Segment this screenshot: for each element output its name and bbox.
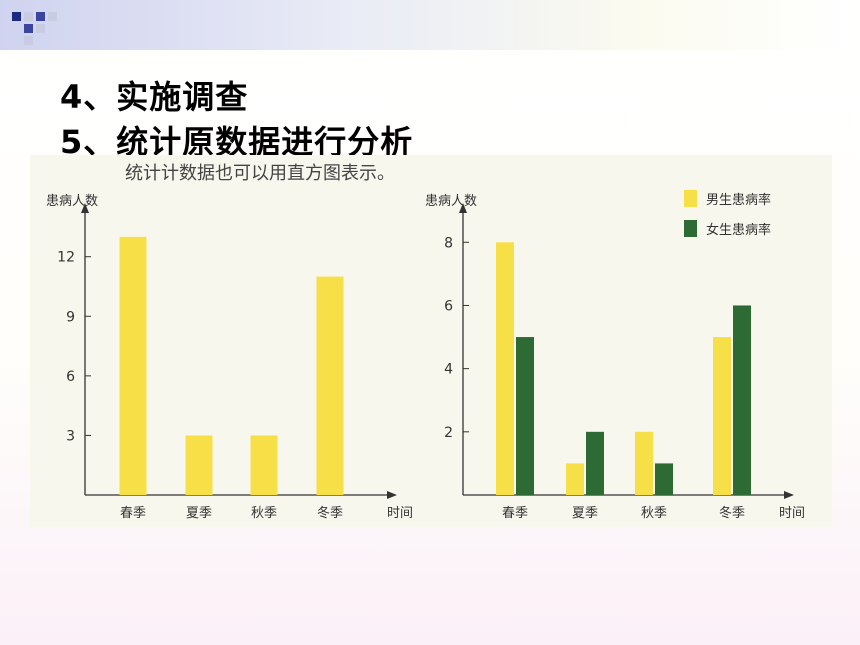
figure-histograms: 统计计数据也可以用直方图表示。 患病人数 时间 3 6 9 12 春季 夏季 秋季 冬季 患病人数时… <box>30 155 832 527</box>
bar <box>250 435 278 495</box>
y-tick-label: 4 <box>444 362 453 378</box>
bar-female <box>733 305 751 495</box>
bar-male <box>635 431 653 495</box>
y-tick-label: 9 <box>66 309 75 325</box>
bar <box>185 435 213 495</box>
bar-female <box>586 431 604 495</box>
y-tick-label: 3 <box>66 428 75 444</box>
decor-square <box>12 12 21 21</box>
y-tick-label: 2 <box>444 425 453 441</box>
decor-square <box>48 12 57 21</box>
x-axis-arrow <box>784 491 794 499</box>
x-axis-arrow <box>387 491 397 499</box>
x-tick-label: 春季 <box>502 506 528 521</box>
heading-analysis: 5、统计原数据进行分析 <box>60 123 414 161</box>
figure-caption: 统计计数据也可以用直方图表示。 <box>125 163 395 184</box>
heading-survey: 4、实施调查 <box>60 78 249 116</box>
bar-male <box>566 463 584 495</box>
x-axis-label: 时间 <box>779 506 805 521</box>
decor-square <box>24 12 33 21</box>
x-tick-label: 春季 <box>120 506 146 521</box>
decor-square <box>24 24 33 33</box>
decor-square <box>36 24 45 33</box>
x-axis-label: 时间 <box>387 506 413 521</box>
y-tick-label: 12 <box>57 250 75 266</box>
bar-female <box>655 463 673 495</box>
bar-male <box>496 242 514 495</box>
y-axis-arrow <box>459 203 467 213</box>
x-tick-label: 秋季 <box>641 506 667 521</box>
y-axis-label: 患病人数 <box>46 194 98 209</box>
bar-male <box>713 337 731 495</box>
bar <box>316 276 344 495</box>
y-axis-arrow <box>81 203 89 213</box>
x-tick-label: 冬季 <box>719 505 745 521</box>
y-tick-label: 6 <box>66 369 75 385</box>
bar-female <box>516 337 534 495</box>
y-tick-label: 6 <box>444 298 453 314</box>
x-tick-label: 夏季 <box>186 506 212 521</box>
x-tick-label: 夏季 <box>572 506 598 521</box>
x-tick-label: 秋季 <box>251 506 277 521</box>
legend-label: 女生患病率 <box>706 222 771 238</box>
bar <box>119 236 147 495</box>
legend-label: 男生患病率 <box>706 192 771 208</box>
decor-square <box>36 12 45 21</box>
legend-swatch <box>684 220 697 237</box>
x-tick-label: 冬季 <box>317 505 343 521</box>
legend-swatch <box>684 190 697 207</box>
decor-square <box>24 36 33 45</box>
y-axis-label: 患病人数 <box>425 194 477 209</box>
title-bar-decoration <box>0 0 860 50</box>
y-tick-label: 8 <box>444 235 453 251</box>
